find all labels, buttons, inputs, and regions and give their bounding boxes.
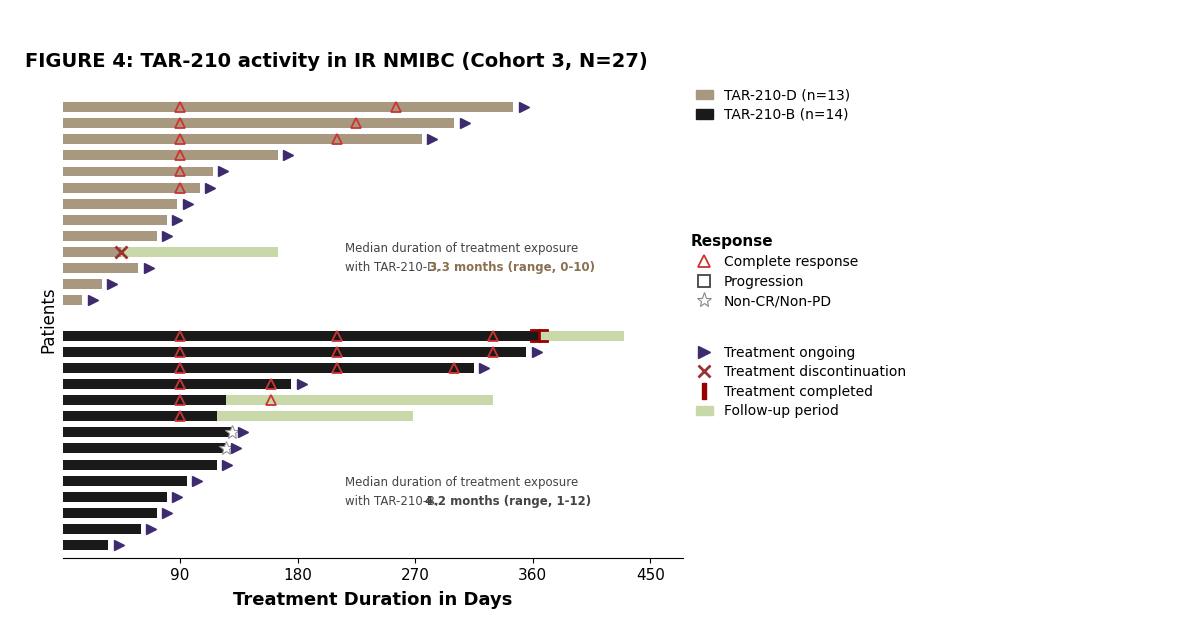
Bar (121, 247, 278, 257)
Bar (62, 363, 474, 373)
Bar (62, 395, 226, 405)
Text: with TAR-210-D,: with TAR-210-D, (344, 261, 444, 275)
Text: Response: Response (690, 234, 773, 249)
Bar (62, 247, 121, 257)
Bar (62, 279, 102, 289)
Bar (62, 183, 199, 193)
Bar (62, 379, 292, 389)
Bar (62, 134, 421, 144)
Bar (62, 331, 539, 341)
Bar (217, 411, 413, 421)
Bar (62, 198, 178, 208)
X-axis label: Treatment Duration in Days: Treatment Duration in Days (233, 591, 512, 609)
Bar (62, 475, 187, 485)
Bar (62, 118, 455, 128)
Bar (62, 444, 226, 454)
Bar (62, 540, 108, 550)
Bar (539, 331, 624, 341)
Text: FIGURE 4: TAR-210 activity in IR NMIBC (Cohort 3, N=27): FIGURE 4: TAR-210 activity in IR NMIBC (… (25, 52, 648, 71)
Bar (62, 102, 514, 112)
Bar (62, 459, 217, 469)
Bar (62, 508, 156, 518)
Text: Median duration of treatment exposure: Median duration of treatment exposure (344, 242, 578, 255)
Bar (62, 167, 212, 177)
Text: 4.2 months (range, 1-12): 4.2 months (range, 1-12) (426, 495, 592, 508)
Legend: Treatment ongoing, Treatment discontinuation, Treatment completed, Follow-up per: Treatment ongoing, Treatment discontinua… (696, 346, 906, 418)
Bar (62, 150, 278, 160)
Bar (226, 395, 493, 405)
Bar (62, 492, 167, 502)
Bar (62, 411, 217, 421)
Bar (62, 295, 82, 305)
Bar (62, 263, 138, 273)
Y-axis label: Patients: Patients (38, 286, 56, 353)
Bar (62, 524, 140, 534)
Bar (62, 215, 167, 225)
Text: Median duration of treatment exposure: Median duration of treatment exposure (344, 476, 578, 489)
Text: with TAR-210-B,: with TAR-210-B, (344, 495, 442, 508)
Bar (62, 231, 156, 241)
Text: 3.3 months (range, 0-10): 3.3 months (range, 0-10) (428, 261, 594, 275)
Bar (62, 427, 233, 437)
Bar (62, 347, 526, 357)
